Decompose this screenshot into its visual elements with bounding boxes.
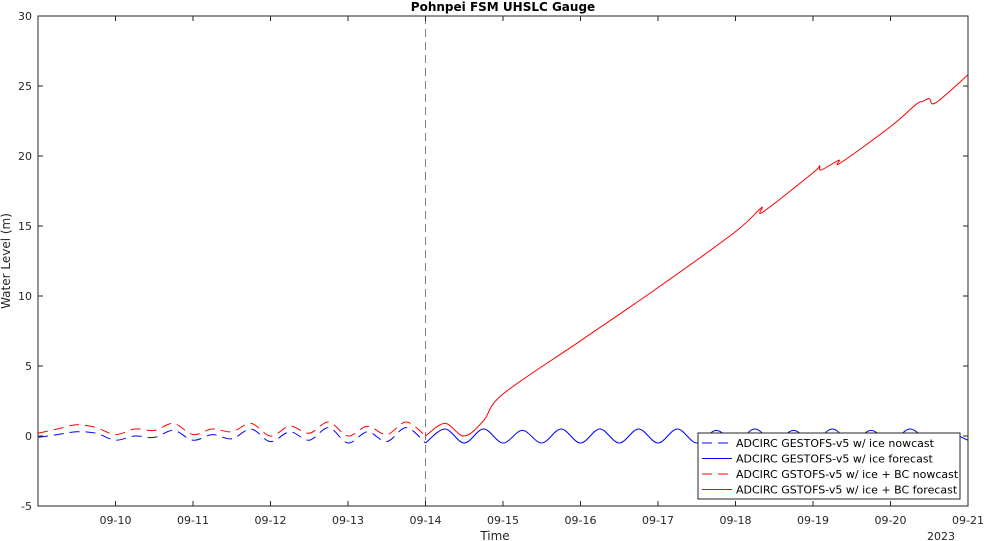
series-line-1 [37,427,426,444]
y-tick-label: 0 [25,430,32,443]
x-axis-year-label: 2023 [927,530,955,541]
x-tick-label: 09-16 [565,514,597,527]
legend-label-3: ADCIRC GSTOFS-v5 w/ ice + BC nowcast [736,468,959,481]
series-line-3 [37,421,426,437]
x-tick-label: 09-13 [332,514,364,527]
x-tick-label: 09-14 [410,514,442,527]
chart-title: Pohnpei FSM UHSLC Gauge [411,0,595,14]
x-tick-label: 09-19 [797,514,829,527]
series-line-4 [425,74,969,437]
x-axis-label: Time [479,529,509,541]
legend-box [697,432,961,500]
x-tick-label: 09-20 [875,514,907,527]
y-tick-label: 5 [25,360,32,373]
y-axis: -5 0 5 10 15 20 25 30 [18,10,968,513]
x-tick-label: 09-12 [255,514,287,527]
x-tick-label: 09-21 [952,514,984,527]
x-tick-label: 09-11 [177,514,209,527]
y-tick-label: 10 [18,290,32,303]
plot-area [38,16,968,506]
x-tick-label: 09-17 [642,514,674,527]
legend-label-2: ADCIRC GESTOFS-v5 w/ ice forecast [736,453,934,466]
y-axis-label: Water Level (m) [0,213,13,309]
legend-label-4: ADCIRC GSTOFS-v5 w/ ice + BC forecast [736,484,958,497]
y-tick-label: 15 [18,220,32,233]
y-tick-label: 25 [18,80,32,93]
x-tick-label: 09-10 [100,514,132,527]
legend: ADCIRC GESTOFS-v5 w/ ice nowcast ADCIRC G… [697,432,961,500]
legend-label-1: ADCIRC GESTOFS-v5 w/ ice nowcast [736,437,935,450]
y-tick-label: 20 [18,150,32,163]
y-tick-label: -5 [21,500,32,513]
x-axis: 09-10 09-11 09-12 09-13 09-14 09-15 09-16 09-17… [100,16,984,527]
x-tick-label: 09-15 [487,514,519,527]
y-tick-label: 30 [18,10,32,23]
x-tick-label: 09-18 [720,514,752,527]
